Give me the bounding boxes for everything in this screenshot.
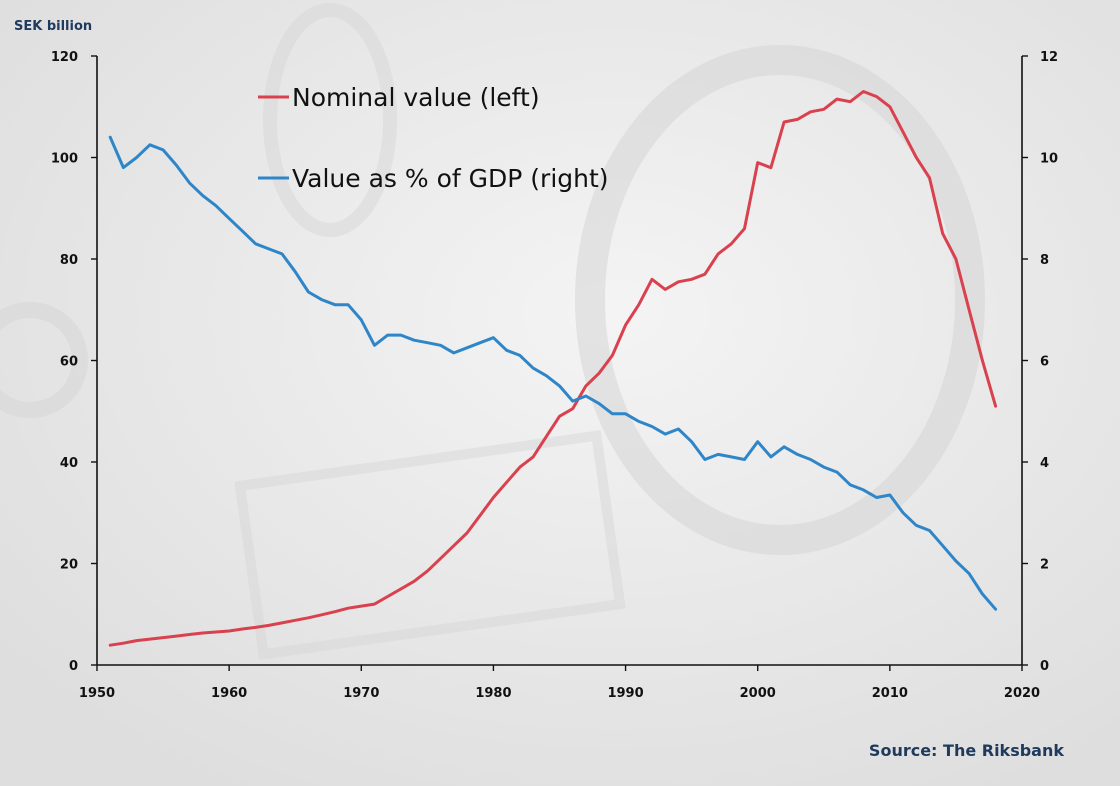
y-right-tick-label: 8 — [1040, 253, 1049, 268]
x-tick-label: 1950 — [79, 686, 115, 701]
legend-label-nominal: Nominal value (left) — [292, 83, 540, 112]
y-left-tick-label: 0 — [69, 659, 78, 674]
series-line-gdp-share — [108, 135, 998, 611]
y-right-tick-label: 10 — [1040, 152, 1058, 167]
y-left-tick-label: 20 — [60, 558, 78, 573]
x-tick-label: 1980 — [475, 686, 511, 701]
x-tick-label: 1960 — [211, 686, 247, 701]
series-line-nominal — [108, 90, 998, 647]
y-left-tick-label: 120 — [51, 50, 78, 65]
source-note: Source: The Riksbank — [869, 741, 1064, 760]
y-right-tick-label: 4 — [1040, 456, 1049, 471]
y-left-tick-label: 60 — [60, 355, 78, 370]
x-tick-label: 2000 — [740, 686, 776, 701]
banknote-watermark — [0, 3, 985, 660]
x-tick-label: 2010 — [872, 686, 908, 701]
y-right-tick-label: 12 — [1040, 50, 1058, 65]
y-right-tick-label: 6 — [1040, 355, 1049, 370]
series — [108, 90, 998, 647]
x-tick-label: 1990 — [607, 686, 643, 701]
tick-labels: 1950 1960 1970 1980 1990 2000 2010 202002040608… — [51, 50, 1058, 701]
y-left-tick-label: 80 — [60, 253, 78, 268]
x-tick-label: 2020 — [1004, 686, 1040, 701]
y-left-unit-label: SEK billion — [14, 19, 92, 34]
y-right-tick-label: 2 — [1040, 558, 1049, 573]
y-left-tick-label: 100 — [51, 152, 78, 167]
y-right-tick-label: 0 — [1040, 659, 1049, 674]
legend-label-gdp-share: Value as % of GDP (right) — [292, 164, 609, 193]
legend: Nominal value (left) Value as % of GDP (… — [258, 83, 609, 193]
tick-marks — [91, 55, 1028, 671]
x-tick-label: 1970 — [343, 686, 379, 701]
y-left-tick-label: 40 — [60, 456, 78, 471]
